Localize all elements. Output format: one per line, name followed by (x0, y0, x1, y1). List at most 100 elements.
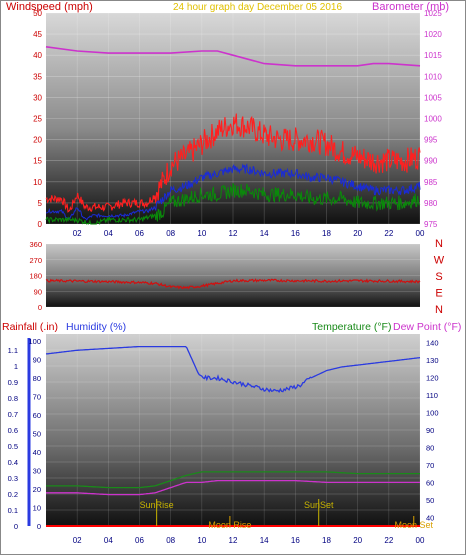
barometer-tick-label: 1000 (424, 115, 442, 124)
barometer-tick-label: 1015 (424, 51, 442, 60)
humidity-tick-label: 90 (33, 356, 41, 365)
climate-time-tick-label: 06 (135, 536, 144, 545)
compass-label: E (435, 288, 442, 300)
humidity-tick-label: 80 (33, 374, 41, 383)
temperature-tick-label: 90 (426, 426, 434, 435)
humidity-tick-label: 70 (33, 393, 41, 402)
temperature-tick-label: 40 (426, 513, 434, 522)
temperature-tick-label: 70 (426, 461, 434, 470)
barometer-axis-title: Barometer (mb) (372, 1, 449, 13)
barometer-tick-label: 990 (424, 157, 438, 166)
wind-time-tick-label: 14 (260, 229, 269, 238)
wind-time-tick-label: 04 (104, 229, 113, 238)
rainfall-tick-label: 0.4 (8, 458, 18, 467)
windavg-line (46, 163, 421, 221)
temperature-tick-label: 120 (426, 374, 439, 383)
windspeed-tick-label: 20 (33, 136, 42, 145)
dewpoint-axis-title: Dew Point (°F) (393, 321, 461, 333)
wind-time-tick-label: 06 (135, 229, 144, 238)
direction-tick-label: 0 (38, 303, 42, 312)
climate-time-tick-label: 20 (353, 536, 362, 545)
rainfall-tick-label: 1 (14, 362, 18, 371)
rainfall-tick-label: 1.1 (8, 346, 18, 355)
wind-time-tick-label: 02 (73, 229, 82, 238)
wind-time-tick-label: 16 (291, 229, 300, 238)
temperature-tick-label: 140 (426, 339, 439, 348)
humidity-tick-label: 30 (33, 467, 41, 476)
wind-time-tick-label: 10 (197, 229, 206, 238)
wind-time-tick-label: 18 (322, 229, 331, 238)
humidity-tick-label: 20 (33, 485, 41, 494)
windspeed-tick-label: 15 (33, 157, 42, 166)
temperature-tick-label: 100 (426, 409, 439, 418)
wind-time-tick-label: 20 (353, 229, 362, 238)
barometer-tick-label: 980 (424, 199, 438, 208)
annotation-label: SunRise (140, 500, 174, 510)
temperature-line (46, 471, 420, 489)
climate-time-tick-label: 04 (104, 536, 113, 545)
humidity-tick-label: 40 (33, 448, 41, 457)
rainfall-tick-label: 0.7 (8, 410, 18, 419)
temperature-tick-label: 130 (426, 356, 439, 365)
wind-time-tick-label: 22 (384, 229, 393, 238)
direction-panel-series (45, 278, 421, 290)
climate-time-tick-label: 18 (322, 536, 331, 545)
rainfall-axis-title: Rainfall (.in) (2, 321, 58, 333)
compass-label: W (434, 255, 445, 267)
wind-panel-series (45, 46, 421, 226)
chart-title: 24 hour graph day December 05 2016 (173, 2, 342, 13)
temperature-axis-title: Temperature (°F) (312, 321, 391, 333)
windspeed-tick-label: 35 (33, 72, 42, 81)
climate-time-tick-label: 10 (197, 536, 206, 545)
barometer-tick-label: 1025 (424, 9, 442, 18)
direction-panel-background (46, 244, 420, 307)
rainfall-tick-label: 0.1 (8, 506, 18, 515)
direction-line (45, 278, 421, 290)
windlow-line (45, 183, 421, 226)
annotation-label: Moon Set (395, 520, 434, 530)
rainfall-tick-label: 0 (14, 522, 18, 531)
compass-label: N (435, 238, 443, 250)
barometer-tick-label: 975 (424, 220, 438, 229)
climate-time-tick-label: 16 (291, 536, 300, 545)
wind-time-tick-label: 12 (229, 229, 238, 238)
windspeed-tick-label: 50 (33, 9, 42, 18)
climate-time-tick-label: 02 (73, 536, 82, 545)
rainfall-tick-label: 0.9 (8, 378, 18, 387)
windspeed-tick-label: 5 (38, 199, 43, 208)
rainfall-tick-label: 0.3 (8, 474, 18, 483)
humidity-tick-label: 50 (33, 430, 41, 439)
windspeed-tick-label: 45 (33, 30, 42, 39)
sun-moon-annotations: SunRise SunSet Moon Rise Moon Set (140, 499, 434, 530)
rainfall-tick-label: 0.6 (8, 426, 18, 435)
annotation-label: SunSet (304, 500, 334, 510)
direction-panel-grid (46, 243, 420, 308)
annotation-label: Moon Rise (208, 520, 251, 530)
climate-time-tick-label: 14 (260, 536, 269, 545)
windspeed-tick-label: 30 (33, 93, 42, 102)
humidity-tick-label: 0 (37, 522, 41, 531)
direction-tick-label: 90 (34, 287, 42, 296)
dewpoint-line (46, 479, 420, 496)
climate-time-tick-label: 08 (166, 536, 175, 545)
barometer-line (45, 46, 421, 67)
direction-tick-label: 360 (29, 240, 42, 249)
humidity-line (45, 345, 421, 393)
barometer-tick-label: 995 (424, 136, 438, 145)
temperature-tick-label: 50 (426, 496, 434, 505)
direction-tick-label: 180 (29, 272, 42, 281)
rainfall-tick-label: 0.8 (8, 394, 18, 403)
humidity-tick-label: 60 (33, 411, 41, 420)
barometer-tick-label: 1010 (424, 72, 442, 81)
rainfall-tick-label: 0.2 (8, 490, 18, 499)
barometer-tick-label: 1020 (424, 30, 442, 39)
temperature-tick-label: 60 (426, 478, 434, 487)
humidity-axis-title: Humidity (%) (66, 321, 126, 333)
climate-panel-series (45, 345, 421, 527)
wind-time-tick-label: 00 (416, 229, 425, 238)
barometer-tick-label: 1005 (424, 93, 442, 102)
climate-time-tick-label: 22 (384, 536, 393, 545)
compass-label: S (435, 271, 442, 283)
